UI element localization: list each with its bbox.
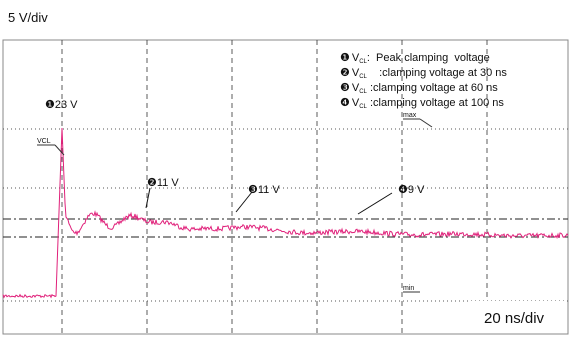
vcl-marker: VCL [37,138,51,145]
min-marker: min [403,285,414,292]
annotation: ❸11 V [248,184,280,196]
legend-badge: ❹ [340,97,350,109]
level-markers: max min VCL [37,112,433,293]
legend-sub: CL [359,104,367,110]
screen [2,39,569,335]
arrows [145,187,393,215]
waveform [2,127,569,299]
max-marker: max [403,112,417,119]
annotation: ❹9 V [398,184,425,196]
badge: ❹ [398,184,408,196]
legend-entry: ❷ VCL :clamping voltage at 30 ns [340,67,507,80]
legend-badge: ❶ [340,52,350,64]
legend-entry: ❶ VCL: Peak clamping voltage [340,52,490,65]
badge: ❷ [147,177,157,189]
legend-symbol: V [352,97,360,109]
legend-symbol: V [352,82,360,94]
legend-text: : Peak clamping voltage [367,52,490,64]
legend-badge: ❷ [340,67,350,79]
legend-sub: CL [359,74,367,80]
annotation-text: 11 V [258,184,280,196]
legend-entry: ❹ VCL :clamping voltage at 100 ns [340,97,504,110]
legend-entry: ❸ VCL :clamping voltage at 60 ns [340,82,498,95]
legend-text: :clamping voltage at 30 ns [367,67,508,79]
annotation-text: 9 V [408,184,425,196]
annotation: ❶23 V [45,99,78,111]
legend-badge: ❸ [340,82,350,94]
time-box [471,301,567,333]
legend-sub: CL [359,59,367,65]
annotation-text: 11 V [157,177,179,189]
legend-symbol: V [352,52,360,64]
legend-text: :clamping voltage at 100 ns [367,97,504,109]
legend-symbol: V [352,67,360,79]
legend-text: :clamping voltage at 60 ns [367,82,498,94]
annotation: ❷11 V [147,177,179,189]
vertical-scale: 5 V/div [8,10,48,25]
badge: ❸ [248,184,258,196]
badge: ❶ [45,99,55,111]
horizontal-scale: 20 ns/div [484,310,545,327]
legend-sub: CL [359,89,367,95]
annotation-text: 23 V [55,99,78,111]
grid [3,40,568,334]
